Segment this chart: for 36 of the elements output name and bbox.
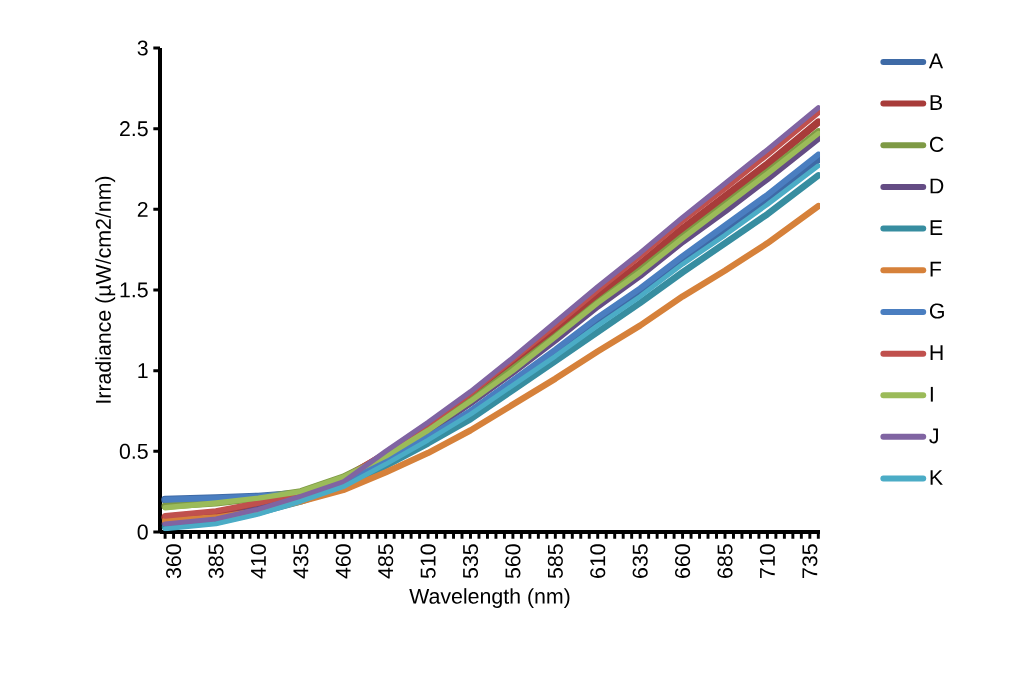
x-tick-label: 460 bbox=[335, 544, 351, 579]
x-tick-label: 510 bbox=[420, 544, 436, 579]
x-tick-label: 585 bbox=[547, 544, 563, 579]
x-tick-label: 360 bbox=[166, 544, 182, 579]
legend-label: C bbox=[929, 136, 944, 152]
y-tick-label: 0.5 bbox=[119, 443, 148, 459]
legend-label: I bbox=[930, 386, 933, 402]
x-tick-label: 735 bbox=[802, 544, 818, 578]
legend-label: F bbox=[930, 261, 942, 277]
x-tick-label: 385 bbox=[208, 544, 224, 579]
legend-label: D bbox=[930, 178, 944, 194]
x-tick-label: 660 bbox=[675, 544, 691, 578]
y-tick-label: 0 bbox=[137, 524, 148, 540]
y-tick-label: 2 bbox=[137, 201, 148, 217]
x-tick-label: 560 bbox=[505, 544, 521, 579]
legend-label: E bbox=[930, 220, 943, 235]
x-tick-label: 435 bbox=[293, 544, 309, 579]
legend-label: B bbox=[930, 95, 942, 110]
legend-label: J bbox=[929, 428, 938, 444]
legend-label: A bbox=[928, 53, 944, 69]
y-tick-label: 1.5 bbox=[120, 282, 148, 298]
y-tick-label: 3 bbox=[137, 40, 148, 56]
y-tick-label: 1 bbox=[138, 363, 148, 379]
x-tick-label: 610 bbox=[590, 544, 606, 578]
legend-label: K bbox=[930, 470, 943, 485]
y-axis-title: Irradiance (µW/cm2/nm) bbox=[95, 176, 116, 403]
x-tick-label: 535 bbox=[462, 544, 479, 579]
x-axis-title: Wavelength (nm) bbox=[409, 588, 570, 609]
x-tick-label: 635 bbox=[632, 544, 648, 578]
x-tick-label: 485 bbox=[378, 544, 394, 579]
legend-label: G bbox=[929, 303, 944, 319]
x-tick-label: 710 bbox=[759, 544, 775, 578]
x-tick-label: 685 bbox=[717, 544, 733, 578]
x-tick-label: 410 bbox=[250, 544, 266, 579]
legend-label: H bbox=[930, 345, 943, 360]
y-tick-label: 2.5 bbox=[120, 121, 148, 137]
